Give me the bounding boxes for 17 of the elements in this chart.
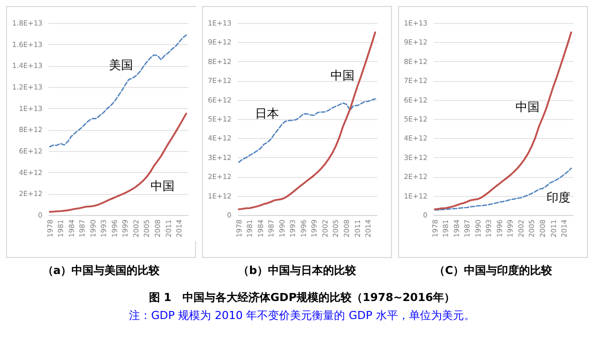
line-series: [238, 98, 376, 163]
annotation: 日本: [254, 106, 279, 120]
annotation: 中国: [150, 178, 175, 193]
line-series: [238, 32, 376, 210]
line-series: [434, 32, 572, 210]
caption: 图 1 中国与各大经济体GDP规模的比较（1978~2016年）: [148, 290, 456, 305]
line-series: [434, 168, 572, 211]
annotation: 中国: [515, 100, 540, 114]
annotation: 中国: [330, 68, 354, 83]
line-series: [48, 112, 188, 213]
text: （a）中国与美国的比较: [41, 263, 161, 278]
line-series: [49, 34, 187, 148]
annotation: 美国: [108, 58, 133, 72]
text: （C）中国与印度的比较: [432, 263, 554, 278]
text: （b）中国与日本的比较: [237, 263, 357, 278]
text: 注：GDP 规模为 2010 年不变价美元衡量的 GDP 水平，单位为美元。: [128, 308, 476, 323]
annotation: 印度: [546, 190, 570, 205]
